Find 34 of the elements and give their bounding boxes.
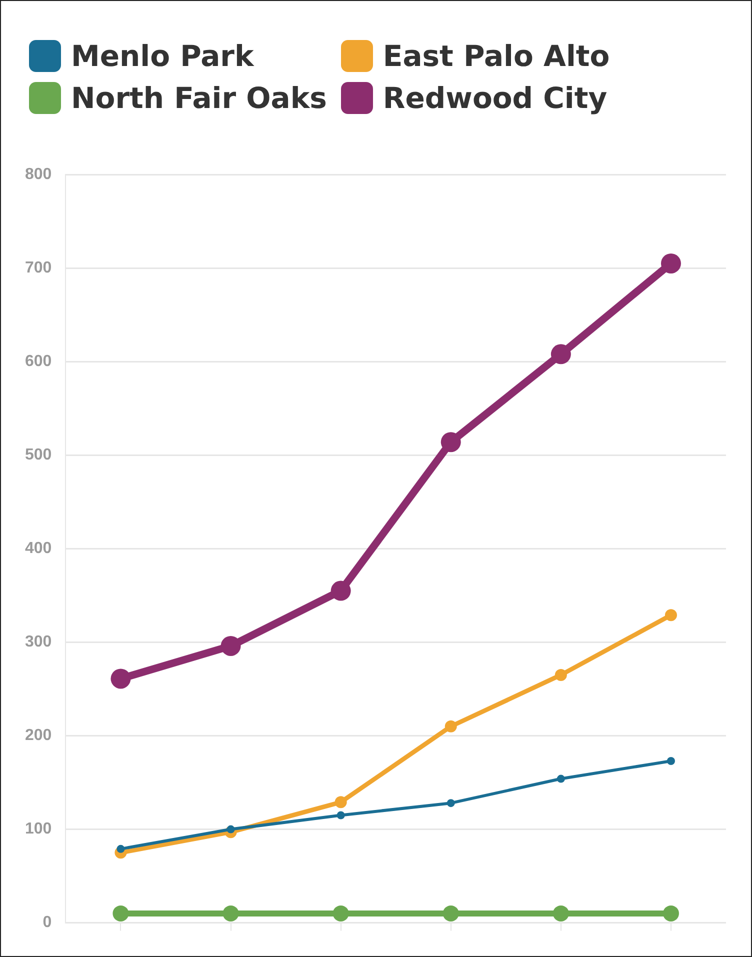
point [332,905,349,922]
point [330,580,351,601]
point [220,636,241,656]
y-tick-label: 100 [24,820,52,838]
y-tick-label: 600 [24,353,52,370]
y-tick-label: 500 [24,446,52,464]
y-tick-label: 300 [24,634,52,651]
point [334,796,347,808]
y-tick-label: 400 [24,540,52,558]
point [662,905,679,922]
point [552,905,569,922]
y-tick-label: 800 [24,166,52,184]
point [222,905,239,922]
point [660,253,681,274]
legend-label: East Palo Alto [382,39,610,73]
point [556,774,565,783]
point [440,432,461,452]
point [554,668,567,681]
point [550,344,571,364]
point [442,905,459,922]
point [112,905,129,922]
point [664,609,677,622]
y-tick-label: 0 [42,914,52,932]
point [336,811,345,820]
y-tick-label: 700 [24,260,52,277]
legend-label: North Fair Oaks [71,81,327,115]
y-tick-label: 200 [24,727,52,744]
legend-label: Redwood City [382,81,608,115]
point [446,799,455,808]
point [666,757,675,765]
legend-label: Menlo Park [71,39,254,73]
point [444,720,457,732]
point [110,668,131,689]
point [116,844,125,853]
